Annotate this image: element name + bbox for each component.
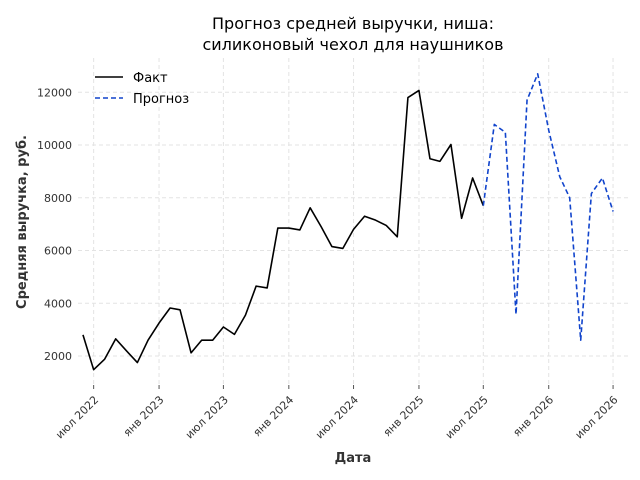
x-tick-label: июл 2025 <box>443 393 491 441</box>
legend-label-forecast: Прогноз <box>133 92 189 107</box>
y-tick-label: 8000 <box>44 192 72 205</box>
series-layer <box>82 73 614 371</box>
series-line-fact <box>82 89 485 371</box>
y-tick-label: 4000 <box>44 297 72 310</box>
chart-title-line-1: Прогноз средней выручки, ниша: <box>212 14 494 33</box>
x-axis-ticks: июл 2022 янв 2023 июл 2023 янв 2024 июл 2024… <box>53 385 621 441</box>
y-tick-label: 6000 <box>44 245 72 258</box>
chart-title-line-2: силиконовый чехол для наушников <box>202 35 503 54</box>
y-axis-ticks: 2000 4000 6000 8000 10000 12000 <box>37 86 72 363</box>
x-tick-label: янв 2025 <box>381 393 427 439</box>
x-tick-label: янв 2026 <box>510 393 556 439</box>
series-line-forecast <box>482 73 614 341</box>
x-tick-label: июл 2026 <box>573 393 621 441</box>
y-axis-label: Средняя выручка, руб. <box>15 135 30 309</box>
y-tick-label: 2000 <box>44 350 72 363</box>
x-tick-label: июл 2024 <box>313 393 361 441</box>
y-tick-label: 10000 <box>37 139 72 152</box>
x-tick-label: июл 2022 <box>53 393 101 441</box>
grid <box>78 58 628 385</box>
x-axis-label: Дата <box>335 451 372 466</box>
y-tick-label: 12000 <box>37 86 72 99</box>
legend-label-fact: Факт <box>133 71 168 86</box>
x-tick-label: июл 2023 <box>183 393 231 441</box>
legend: Факт Прогноз <box>95 71 189 107</box>
x-tick-label: янв 2023 <box>121 393 167 439</box>
x-tick-label: янв 2024 <box>251 393 297 439</box>
